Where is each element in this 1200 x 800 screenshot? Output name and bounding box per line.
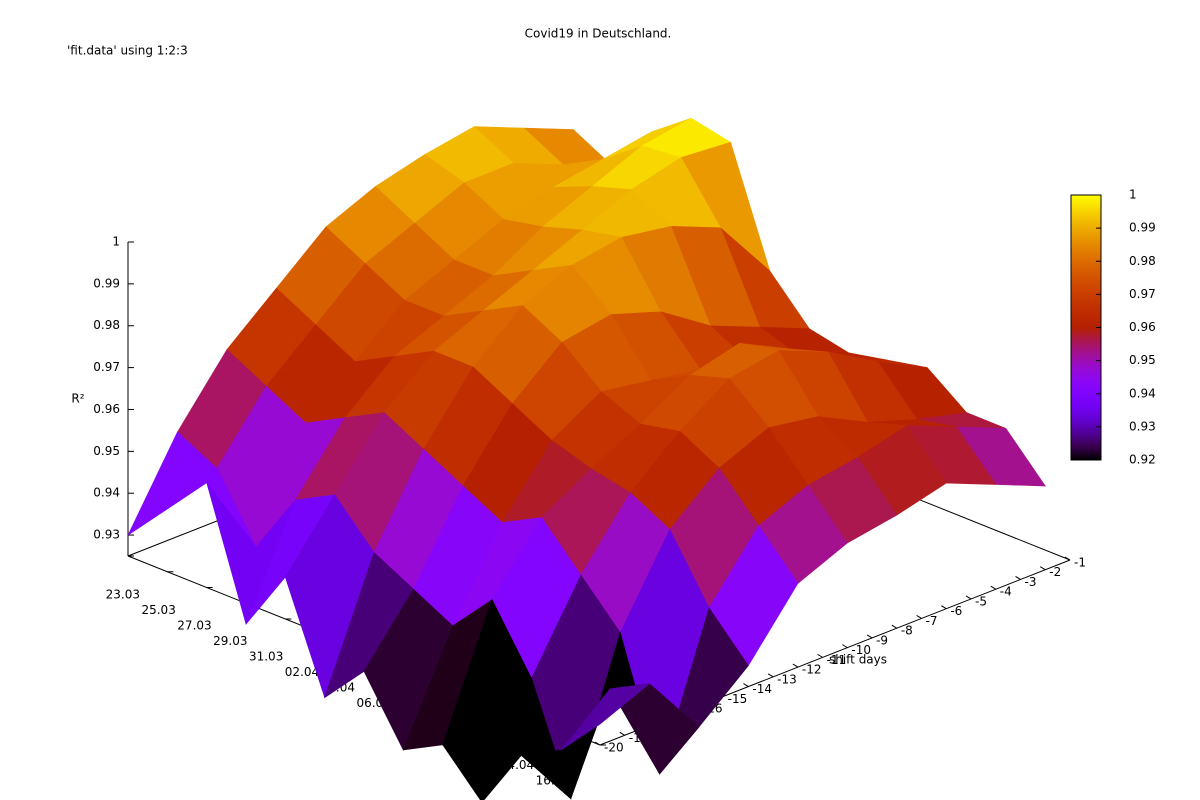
colorbar-tick-label: 0.97 — [1129, 287, 1156, 301]
y-tick-label: -4 — [1000, 585, 1012, 599]
z-tick-label: 1 — [112, 235, 120, 249]
y-tick-label: -20 — [604, 741, 624, 755]
y-tick — [792, 663, 799, 668]
y-tick — [1040, 566, 1046, 571]
y-tick — [965, 595, 972, 600]
y-tick-label: -10 — [851, 643, 871, 657]
z-tick-label: 0.93 — [93, 528, 120, 542]
x-tick-label: 27.03 — [177, 619, 211, 633]
y-tick — [916, 614, 922, 619]
x-tick-label: 25.03 — [141, 603, 175, 617]
y-axis-label: shift days — [829, 653, 887, 667]
y-tick — [594, 741, 601, 746]
z-tick-label: 0.98 — [93, 318, 120, 332]
y-tick — [619, 731, 625, 736]
y-tick-label: -5 — [975, 594, 987, 608]
z-tick-label: 0.99 — [93, 276, 120, 290]
y-tick-label: -12 — [802, 663, 822, 677]
z-tick-label: 0.95 — [93, 444, 120, 458]
legend-entry: 'fit.data' using 1:2:3 — [67, 44, 188, 58]
colorbar-tick-label: 0.99 — [1129, 221, 1156, 235]
z-axis-label: R² — [71, 392, 84, 406]
y-tick-label: -11 — [827, 653, 847, 667]
y-tick-label: -15 — [728, 692, 748, 706]
y-tick — [990, 585, 997, 590]
colorbar-tick-label: 0.92 — [1129, 453, 1156, 467]
y-tick-label: -8 — [901, 624, 913, 638]
z-tick-label: 0.94 — [93, 486, 120, 500]
chart-title: Covid19 in Deutschland. — [525, 27, 672, 41]
y-tick — [1015, 576, 1021, 580]
x-tick-label: 02.04 — [285, 665, 319, 679]
y-tick — [743, 683, 749, 688]
z-tick-label: 0.96 — [93, 402, 120, 416]
y-tick — [767, 673, 774, 678]
y-tick-label: -6 — [950, 604, 962, 618]
y-tick — [941, 605, 947, 610]
y-tick-label: -7 — [926, 614, 938, 628]
y-tick — [866, 634, 873, 639]
x-tick-label: 23.03 — [106, 588, 140, 602]
y-tick-label: -3 — [1025, 575, 1037, 589]
x-tick-label: 31.03 — [249, 650, 283, 664]
colorbar-tick-label: 0.96 — [1129, 320, 1156, 334]
colorbar-tick-label: 0.93 — [1129, 419, 1156, 433]
z-tick-label: 0.97 — [93, 360, 120, 374]
surface — [127, 117, 1046, 800]
x-tick-label: 29.03 — [213, 634, 247, 648]
y-tick-label: -1 — [1074, 556, 1086, 570]
colorbar-tick-label: 0.98 — [1129, 254, 1156, 268]
surface-patch — [560, 683, 651, 751]
colorbar-tick-label: 1 — [1129, 188, 1137, 202]
y-tick-label: -13 — [777, 672, 797, 686]
y-tick — [842, 644, 848, 649]
y-tick-label: -9 — [876, 633, 888, 647]
y-tick-label: -2 — [1049, 565, 1061, 579]
y-tick — [891, 624, 898, 629]
colorbar-tick-label: 0.94 — [1129, 386, 1156, 400]
y-tick — [1064, 556, 1071, 561]
y-tick-label: -14 — [752, 682, 772, 696]
colorbar-tick-label: 0.95 — [1129, 353, 1156, 367]
y-tick — [817, 653, 823, 658]
